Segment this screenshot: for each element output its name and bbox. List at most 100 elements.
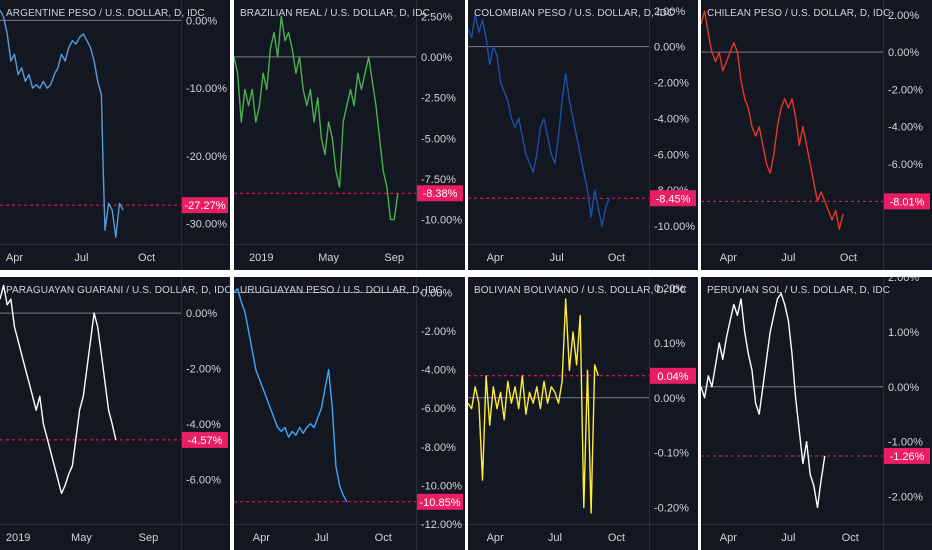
y-tick-label: -8.00%	[421, 442, 456, 454]
x-tick-label: Oct	[375, 532, 392, 544]
x-tick-label: Sep	[384, 252, 404, 264]
x-tick-label: Apr	[720, 532, 737, 544]
x-tick-label: 2019	[249, 252, 273, 264]
x-tick-label: Jul	[314, 532, 328, 544]
y-tick-label: 0.00%	[654, 42, 685, 54]
chart-panel[interactable]: 2.00%0.00%-2.00%-4.00%-6.00%-8.00%-10.00…	[468, 0, 698, 270]
last-value-badge	[650, 190, 696, 207]
y-tick-label: -4.00%	[654, 113, 689, 125]
last-value-badge	[182, 197, 228, 214]
x-tick-label: Jul	[781, 532, 795, 544]
y-tick-label: -2.00%	[186, 364, 221, 376]
series-line	[0, 9, 124, 238]
y-tick-label: -4.00%	[421, 365, 456, 377]
last-value-label: -8.38%	[423, 188, 458, 200]
y-tick-label: -10.00%	[186, 83, 227, 95]
last-value-label: -1.26%	[890, 451, 925, 463]
y-tick-label: 2.50%	[421, 11, 452, 23]
last-value-badge	[884, 193, 930, 210]
chart-svg: 0.00% -2.00% -4.00% -6.00% -8.00% -10.00% -12.…	[234, 277, 465, 550]
y-tick-label: -4.00%	[186, 419, 221, 431]
chart-svg: 0.00% -10.00% -20.00% -30.00% -27.27% Apr Jul O…	[0, 0, 230, 270]
last-value-badge	[650, 367, 696, 384]
last-value-label: -8.45%	[656, 193, 691, 205]
x-tick-label: Apr	[720, 252, 737, 264]
y-tick-label: -20.00%	[186, 151, 227, 163]
y-tick-label: 1.00%	[888, 327, 919, 339]
y-tick-label: 0.00%	[186, 15, 217, 27]
y-tick-label: -10.00%	[421, 215, 462, 227]
x-tick-label: Oct	[608, 532, 625, 544]
x-tick-label: Apr	[487, 252, 504, 264]
chart-svg: 0.20% 0.10% 0.00% -0.10% -0.20% 0.04% Apr Jul Oc…	[468, 277, 698, 550]
chart-panel[interactable]: 2.50% 0.00% -2.50% -5.00% -7.50% -10.00% -8.38…	[234, 0, 465, 270]
y-tick-label: -4.00%	[888, 122, 923, 134]
y-tick-label: -6.00%	[421, 403, 456, 415]
x-tick-label: 2019	[6, 532, 30, 544]
y-tick-label: 2.00%	[888, 10, 919, 22]
chart-panel[interactable]: 2.00%0.00%-2.00%-4.00%-6.00%-8.00%-8.01%…	[701, 0, 932, 270]
x-tick-label: Oct	[138, 252, 155, 264]
x-tick-label: Sep	[139, 532, 159, 544]
y-tick-label: -2.00%	[888, 84, 923, 96]
x-tick-label: Jul	[781, 252, 795, 264]
last-value-label: -10.85%	[420, 497, 461, 509]
chart-title: PERUVIAN SOL / U.S. DOLLAR, D, IDC	[707, 285, 891, 296]
last-value-badge	[417, 493, 463, 510]
y-tick-label: -2.00%	[654, 78, 689, 90]
chart-title: URUGUAYAN PESO / U.S. DOLLAR, D, IDC	[240, 285, 443, 296]
last-value-label: -27.27%	[185, 200, 226, 212]
y-tick-label: 0.00%	[421, 52, 452, 64]
series-line	[701, 10, 844, 230]
x-tick-label: Oct	[840, 252, 857, 264]
last-value-badge	[417, 185, 463, 202]
y-tick-label: -5.00%	[421, 133, 456, 145]
y-tick-label: -12.00%	[421, 519, 462, 531]
chart-title: ARGENTINE PESO / U.S. DOLLAR, D, IDC	[6, 8, 205, 19]
last-value-badge	[182, 431, 228, 448]
series-line	[234, 287, 348, 503]
last-value-label: -4.57%	[188, 435, 223, 447]
chart-panel[interactable]: 0.20% 0.10% 0.00% -0.10% -0.20% 0.04% Apr Jul Oc…	[468, 277, 698, 550]
y-tick-label: -30.00%	[186, 219, 227, 231]
y-tick-label: 0.00%	[186, 308, 217, 320]
y-tick-label: -0.20%	[654, 503, 689, 515]
series-line	[701, 292, 826, 509]
series-line	[468, 13, 610, 227]
chart-svg: 0.00% -2.00% -4.00% -6.00% -4.57% 2019 May Sep	[0, 277, 230, 550]
x-tick-label: Apr	[487, 532, 504, 544]
chart-panel[interactable]: 0.00% -10.00% -20.00% -30.00% -27.27% Apr Jul O…	[0, 0, 230, 270]
x-tick-label: May	[318, 252, 339, 264]
y-tick-label: 0.00%	[888, 47, 919, 59]
y-tick-label: -10.00%	[421, 480, 462, 492]
y-tick-label: -2.50%	[421, 93, 456, 105]
x-tick-label: Jul	[550, 252, 564, 264]
chart-title: BOLIVIAN BOLIVIANO / U.S. DOLLAR, D, IDC	[474, 285, 687, 296]
x-tick-label: Oct	[608, 252, 625, 264]
series-line	[0, 284, 117, 495]
x-tick-label: Apr	[253, 532, 270, 544]
chart-svg: 2.00% 1.00% 0.00% -1.00% -2.00% -1.26% Apr Jul O…	[701, 277, 932, 550]
y-tick-label: -0.10%	[654, 448, 689, 460]
y-tick-label: -6.00%	[654, 149, 689, 161]
y-tick-label: 2.00%	[654, 6, 685, 18]
y-tick-label: -2.00%	[888, 492, 923, 504]
y-tick-label: 0.00%	[654, 393, 685, 405]
y-tick-label: -2.00%	[421, 326, 456, 338]
series-line	[468, 298, 599, 514]
chart-panel[interactable]: 0.00% -2.00% -4.00% -6.00% -4.57% 2019 May Sep P…	[0, 277, 230, 550]
y-tick-label: -1.00%	[888, 437, 923, 449]
y-tick-label: 0.20%	[654, 283, 685, 295]
last-value-badge	[884, 447, 930, 464]
x-tick-label: Apr	[6, 252, 23, 264]
chart-title: CHILEAN PESO / U.S. DOLLAR, D, IDC	[707, 8, 891, 19]
chart-panel[interactable]: 2.00% 1.00% 0.00% -1.00% -2.00% -1.26% Apr Jul O…	[701, 277, 932, 550]
y-tick-label: 0.00%	[421, 287, 452, 299]
chart-svg: 2.00%0.00%-2.00%-4.00%-6.00%-8.00%-8.01%…	[701, 0, 932, 270]
x-tick-label: Jul	[74, 252, 88, 264]
y-tick-label: 2.00%	[888, 277, 919, 284]
x-tick-label: Jul	[548, 532, 562, 544]
y-tick-label: 0.10%	[654, 338, 685, 350]
chart-panel[interactable]: 0.00% -2.00% -4.00% -6.00% -8.00% -10.00% -12.…	[234, 277, 465, 550]
